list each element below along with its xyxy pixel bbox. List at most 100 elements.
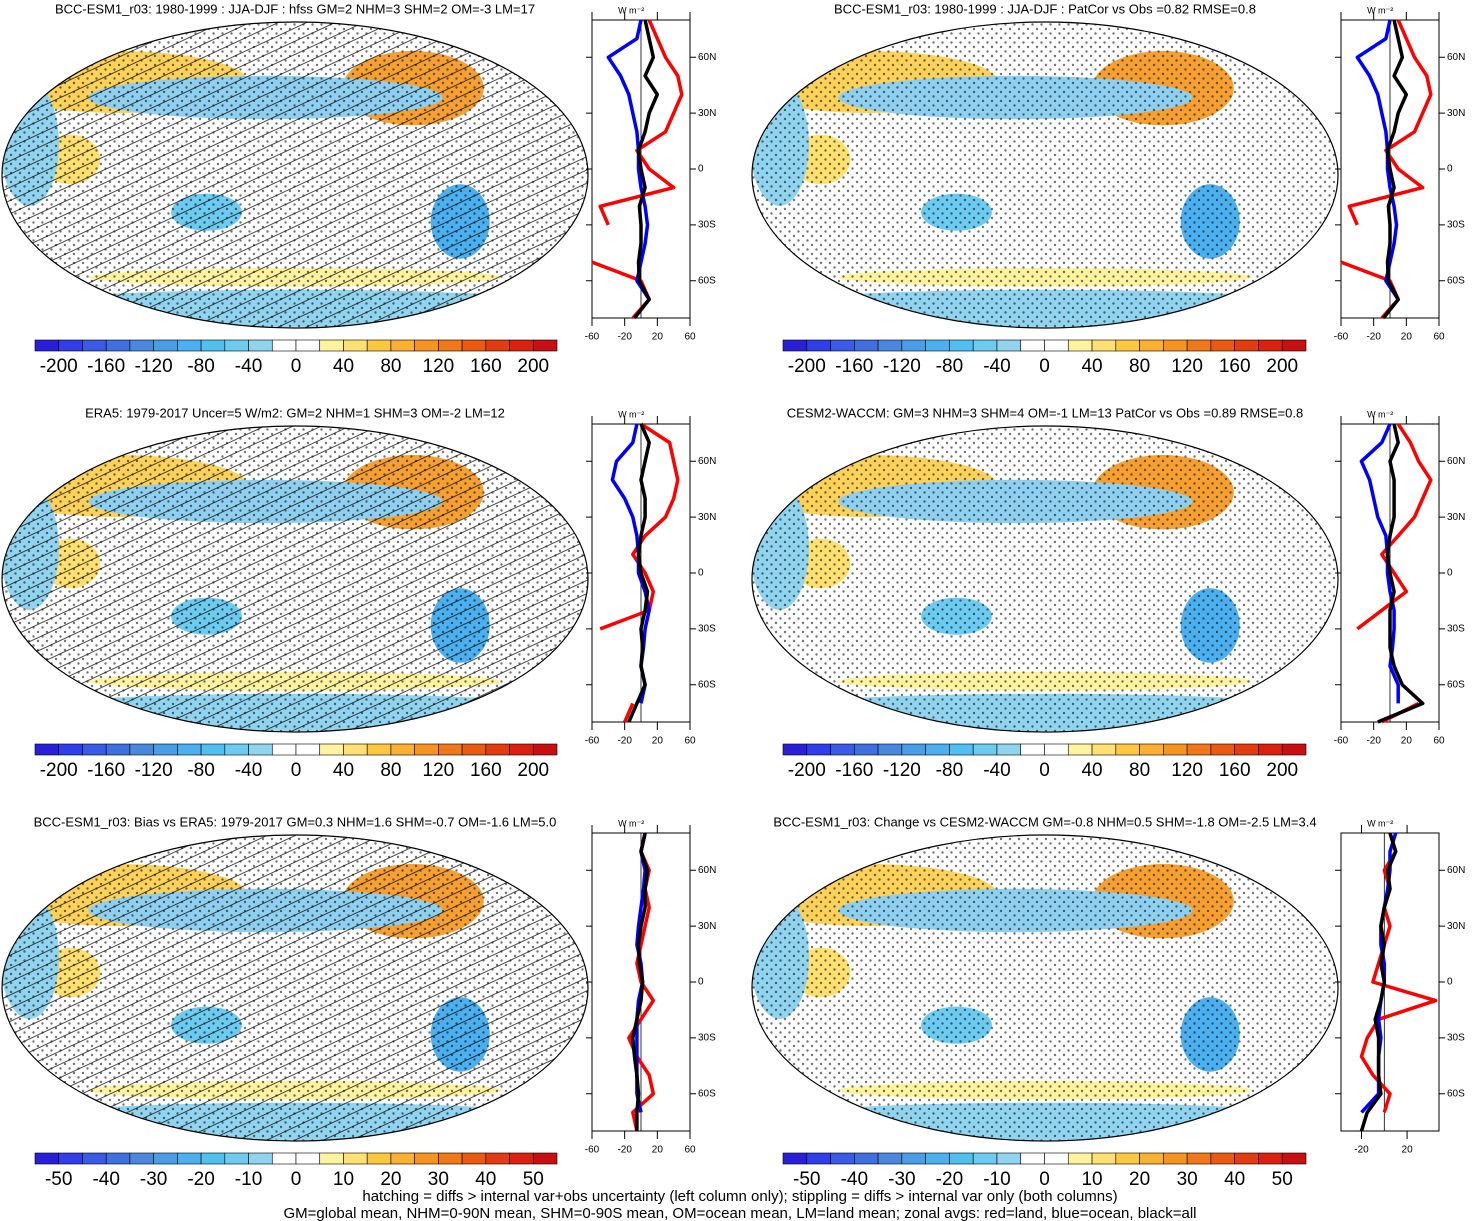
- map-field: [2, 22, 588, 328]
- colorbar-box: [390, 339, 415, 352]
- colorbar-box: [1281, 1152, 1307, 1165]
- x-tick-label: 20: [1401, 332, 1413, 343]
- colorbar-box: [1186, 743, 1212, 756]
- colorbar-label: -80: [936, 356, 963, 377]
- x-tick-label: -60: [585, 332, 600, 343]
- colorbar-label: 0: [291, 356, 302, 377]
- colorbar-box: [830, 1152, 855, 1165]
- colorbar-box: [129, 743, 154, 756]
- colorbar-box: [1163, 1152, 1188, 1165]
- colorbar-box: [105, 1152, 131, 1165]
- colorbar-label: -80: [187, 356, 214, 377]
- colorbar-box: [972, 1152, 998, 1165]
- colorbar-box: [854, 743, 879, 756]
- y-tick-label: 30S: [1447, 624, 1465, 635]
- colorbar-box: [1020, 1152, 1045, 1165]
- colorbar-box: [485, 743, 510, 756]
- colorbar-label: -50: [793, 1169, 820, 1190]
- colorbar-label: 200: [1266, 356, 1298, 377]
- x-tick-label: -60: [1334, 332, 1349, 343]
- y-tick-label: 0: [1447, 568, 1453, 579]
- x-tick-label: -60: [585, 1145, 600, 1156]
- colorbar-label: 0: [1039, 356, 1050, 377]
- zonal-line: [627, 423, 651, 723]
- colorbar-box: [224, 743, 249, 756]
- x-tick-label: 20: [652, 1145, 664, 1156]
- hatching: [2, 426, 588, 732]
- colorbar-box: [830, 339, 855, 352]
- colorbar-box: [949, 339, 974, 352]
- y-tick-label: 60N: [1447, 52, 1465, 63]
- y-tick-label: 0: [698, 164, 704, 175]
- x-tick-label: -20: [1366, 332, 1381, 343]
- colorbar-label: -160: [835, 760, 873, 781]
- colorbar-box: [105, 743, 131, 756]
- colorbar-label: -120: [883, 760, 921, 781]
- colorbar-label: 200: [517, 356, 549, 377]
- colorbar-box: [1091, 1152, 1117, 1165]
- colorbar-box: [129, 1152, 154, 1165]
- panel-title: BCC-ESM1_r03: Bias vs ERA5: 1979-2017 GM…: [34, 814, 557, 829]
- colorbar-label: -200: [788, 356, 826, 377]
- colorbar-label: 30: [428, 1169, 449, 1190]
- map-field: [752, 426, 1338, 732]
- colorbar-label: -40: [841, 1169, 868, 1190]
- y-tick-label: 60N: [1447, 865, 1465, 876]
- map-outline: [751, 425, 1339, 733]
- colorbar-box: [200, 1152, 226, 1165]
- units-label: W m⁻²: [1367, 409, 1393, 419]
- colorbar-label: -80: [936, 760, 963, 781]
- colorbar-label: 40: [333, 356, 354, 377]
- colorbar-label: -160: [87, 356, 125, 377]
- map-outline: [751, 834, 1339, 1142]
- colorbar-box: [1115, 339, 1140, 352]
- colorbar-label: 0: [291, 760, 302, 781]
- zonal-line: [1359, 832, 1398, 1132]
- colorbar-label: 40: [1081, 356, 1102, 377]
- colorbar-label: 120: [423, 760, 455, 781]
- colorbar-box: [366, 339, 392, 352]
- colorbar-box: [82, 743, 107, 756]
- colorbar-box: [1067, 339, 1093, 352]
- x-tick-label: 60: [1433, 332, 1445, 343]
- colorbar-box: [414, 1152, 439, 1165]
- y-tick-label: 30S: [698, 1033, 716, 1044]
- colorbar-box: [925, 1152, 950, 1165]
- stippling: [752, 22, 1338, 328]
- map: [751, 425, 1339, 733]
- colorbar-label: -20: [187, 1169, 214, 1190]
- colorbar-box: [532, 743, 558, 756]
- zonal-line: [633, 19, 660, 320]
- colorbar-box: [319, 743, 344, 756]
- colorbar-label: -200: [40, 356, 78, 377]
- colorbar-box: [105, 339, 131, 352]
- colorbar-label: 0: [1039, 760, 1050, 781]
- map-outline: [1, 21, 589, 329]
- x-tick-label: -20: [1366, 736, 1381, 747]
- colorbar-label: -10: [235, 1169, 262, 1190]
- colorbar-box: [509, 1152, 534, 1165]
- colorbar-label: -200: [40, 760, 78, 781]
- colorbar-label: -160: [87, 760, 125, 781]
- y-tick-label: 30S: [1447, 1033, 1465, 1044]
- colorbar-box: [461, 1152, 487, 1165]
- colorbar-label: 200: [1266, 760, 1298, 781]
- colorbar-label: 120: [1171, 760, 1203, 781]
- map-outline: [751, 21, 1339, 329]
- y-tick-label: 30S: [1447, 220, 1465, 231]
- y-tick-label: 30S: [698, 624, 716, 635]
- colorbar-box: [461, 339, 487, 352]
- stippling: [752, 426, 1338, 732]
- colorbar-box: [782, 339, 808, 352]
- colorbar-box: [390, 1152, 415, 1165]
- y-tick-label: 30N: [698, 108, 716, 119]
- y-tick-label: 60S: [1447, 1088, 1465, 1099]
- x-tick-label: 20: [652, 736, 664, 747]
- hatching: [2, 22, 588, 328]
- colorbar-box: [1091, 743, 1117, 756]
- colorbar-box: [972, 743, 998, 756]
- colorbar-box: [438, 743, 463, 756]
- colorbar-box: [1258, 1152, 1283, 1165]
- colorbar-box: [1139, 1152, 1164, 1165]
